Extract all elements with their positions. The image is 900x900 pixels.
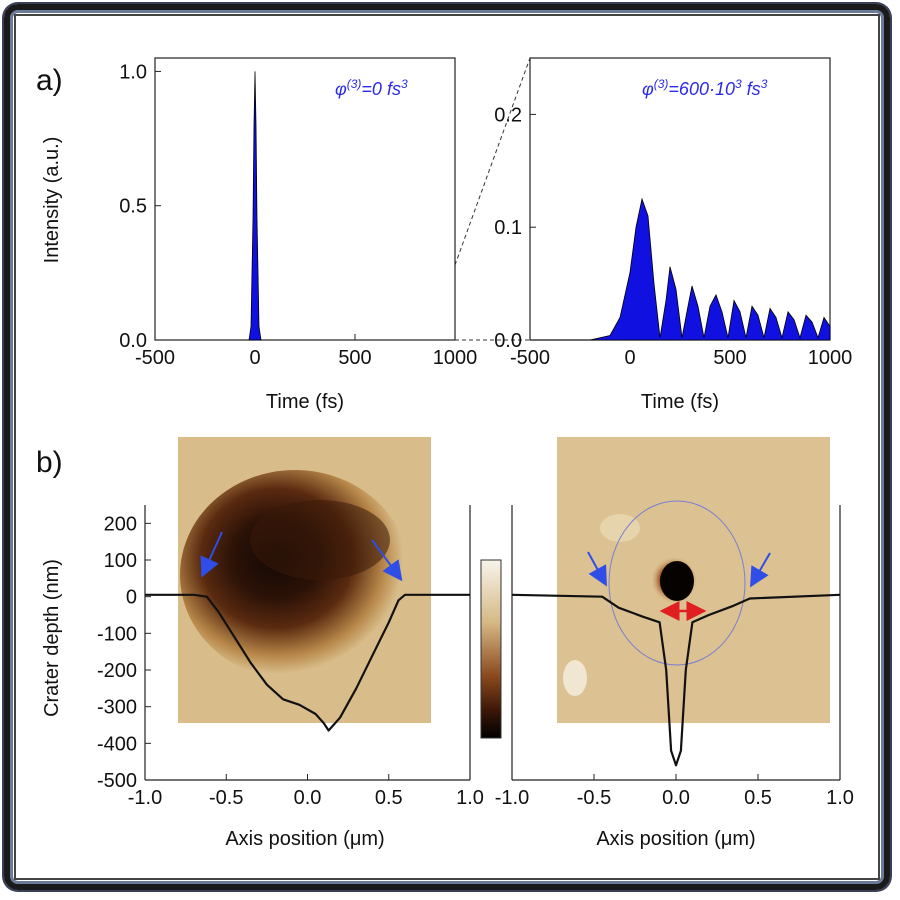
annotation-a-left: φ(3)=0 fs3 — [335, 77, 408, 99]
xtick-label-b-left-0: -1.0 — [128, 787, 162, 809]
series-line-b-left — [145, 593, 470, 732]
series-area-a-left — [248, 71, 262, 341]
outer-border — [4, 4, 890, 890]
arrow-right-edge-left — [371, 539, 403, 582]
ytick-label-a-left-0: 0.0 — [119, 330, 147, 352]
zoom-line-upper — [454, 57, 531, 266]
plot-frame-a-right — [529, 57, 831, 341]
xtick-label-a-left-1: 0 — [249, 347, 260, 369]
colorbar — [480, 559, 502, 739]
xtick-label-a-right-0: -500 — [510, 347, 550, 369]
chart-a-right: φ(3)=600·103 fs3 Time (fs) -500 0 500 1000 0… — [494, 57, 853, 413]
xlabel-a-right: Time (fs) — [641, 391, 719, 413]
ylabel-a: Intensity (a.u.) — [41, 137, 63, 264]
plot-frame-a-left — [154, 57, 456, 341]
series-area-a-right — [530, 197, 831, 341]
ytick-label-b-left-7: 200 — [104, 513, 137, 535]
crater-left-lobe — [250, 500, 390, 580]
xtick-label-b-left-3: 0.5 — [375, 787, 403, 809]
xtick-label-a-left-2: 500 — [338, 347, 371, 369]
xlabel-a-left: Time (fs) — [266, 391, 344, 413]
ytick-label-b-left-2: -300 — [97, 697, 137, 719]
crater-right — [660, 561, 694, 601]
ytick-label-a-left-1: 0.5 — [119, 196, 147, 218]
ytick-label-b-left-6: 100 — [104, 550, 137, 572]
xtick-label-b-right-1: -0.5 — [577, 787, 611, 809]
ytick-label-a-right-2: 0.2 — [494, 104, 522, 126]
xtick-label-b-left-2: 0.0 — [294, 787, 322, 809]
xtick-label-a-right-3: 1000 — [808, 347, 853, 369]
arrow-left-edge-left — [200, 531, 223, 578]
ytick-label-a-right-0: 0.0 — [494, 330, 522, 352]
annotation-a-right: φ(3)=600·103 fs3 — [642, 77, 768, 99]
xtick-label-a-left-0: -500 — [135, 347, 175, 369]
chart-a-left: φ(3)=0 fs3 Intensity (a.u.) Time (fs) -5… — [41, 57, 478, 413]
panel-label-a: a) — [36, 64, 63, 97]
ytick-label-b-left-0: -500 — [97, 770, 137, 792]
xtick-label-a-right-1: 0 — [624, 347, 635, 369]
ytick-label-a-left-2: 1.0 — [119, 61, 147, 83]
panel-label-b: b) — [36, 446, 63, 479]
arrow-left-edge-right — [587, 551, 607, 587]
xtick-label-a-left-3: 1000 — [433, 347, 478, 369]
series-line-b-right — [511, 593, 841, 767]
xlabel-b-left: Axis position (μm) — [225, 828, 384, 850]
xlabel-b-right: Axis position (μm) — [596, 828, 755, 850]
afm-bright-spot — [563, 660, 587, 696]
ytick-label-b-left-4: -100 — [97, 623, 137, 645]
ytick-label-a-right-1: 0.1 — [494, 217, 522, 239]
chart-b-right: Axis position (μm) -1.0 -0.5 0.0 0.5 1.0 — [495, 437, 854, 850]
xtick-label-b-left-1: -0.5 — [209, 787, 243, 809]
xtick-label-b-right-2: 0.0 — [662, 787, 690, 809]
guide-circle — [608, 500, 746, 666]
xtick-label-b-right-3: 0.5 — [744, 787, 772, 809]
ytick-label-b-left-3: -200 — [97, 660, 137, 682]
arrow-right-edge-right — [749, 552, 771, 588]
xtick-label-b-right-4: 1.0 — [826, 787, 854, 809]
inner-border — [14, 14, 880, 880]
xtick-label-b-right-0: -1.0 — [495, 787, 529, 809]
xtick-label-a-right-2: 500 — [713, 347, 746, 369]
chart-b-left: Crater depth (nm) Axis position (μm) -1.… — [41, 437, 484, 850]
ylabel-b: Crater depth (nm) — [41, 559, 63, 717]
afm-bright-patch — [600, 514, 640, 542]
ytick-label-b-left-5: 0 — [126, 587, 137, 609]
ytick-label-b-left-1: -400 — [97, 733, 137, 755]
xtick-label-b-left-4: 1.0 — [456, 787, 484, 809]
